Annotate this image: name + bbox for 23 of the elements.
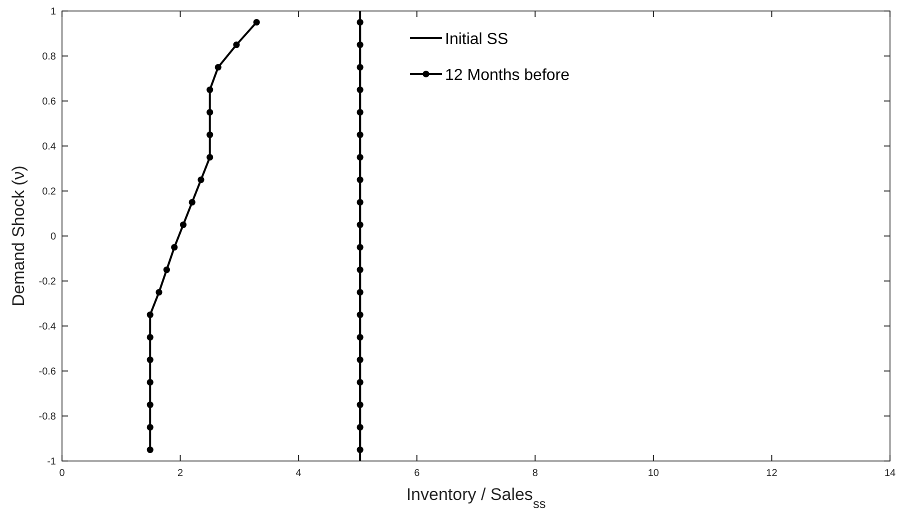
- y-tick-label: -0.8: [38, 412, 56, 422]
- x-tick-label: 2: [178, 468, 184, 479]
- x-tick-label: 14: [884, 468, 896, 479]
- y-tick-label: -0.6: [38, 366, 56, 378]
- y-tick-label: 0: [50, 232, 56, 242]
- x-tick-label: 8: [532, 468, 538, 479]
- legend-label: 12 Months before: [445, 67, 570, 84]
- y-tick-label: 1: [50, 6, 56, 18]
- x-axis-title: Inventory / Sales$_{ss}$: [406, 485, 546, 509]
- y-tick-label: 0.2: [42, 186, 56, 198]
- y-tick-label: -0.4: [38, 322, 56, 332]
- x-tick-label: 10: [648, 468, 660, 479]
- x-tick-label: 4: [296, 468, 302, 479]
- y-tick-label: 0.6: [42, 96, 56, 108]
- y-axis-title: Demand Shock (ν): [9, 166, 28, 306]
- x-tick-label: 0: [59, 468, 66, 479]
- y-tick-label: -1: [47, 456, 56, 468]
- y-tick-label: 0.8: [42, 52, 56, 62]
- y-tick-label: 0.4: [42, 142, 56, 152]
- y-tick-label: -0.2: [38, 276, 56, 288]
- x-tick-label: 6: [414, 468, 420, 479]
- legend-label: Initial SS: [445, 31, 508, 48]
- x-tick-label: 12: [766, 468, 778, 479]
